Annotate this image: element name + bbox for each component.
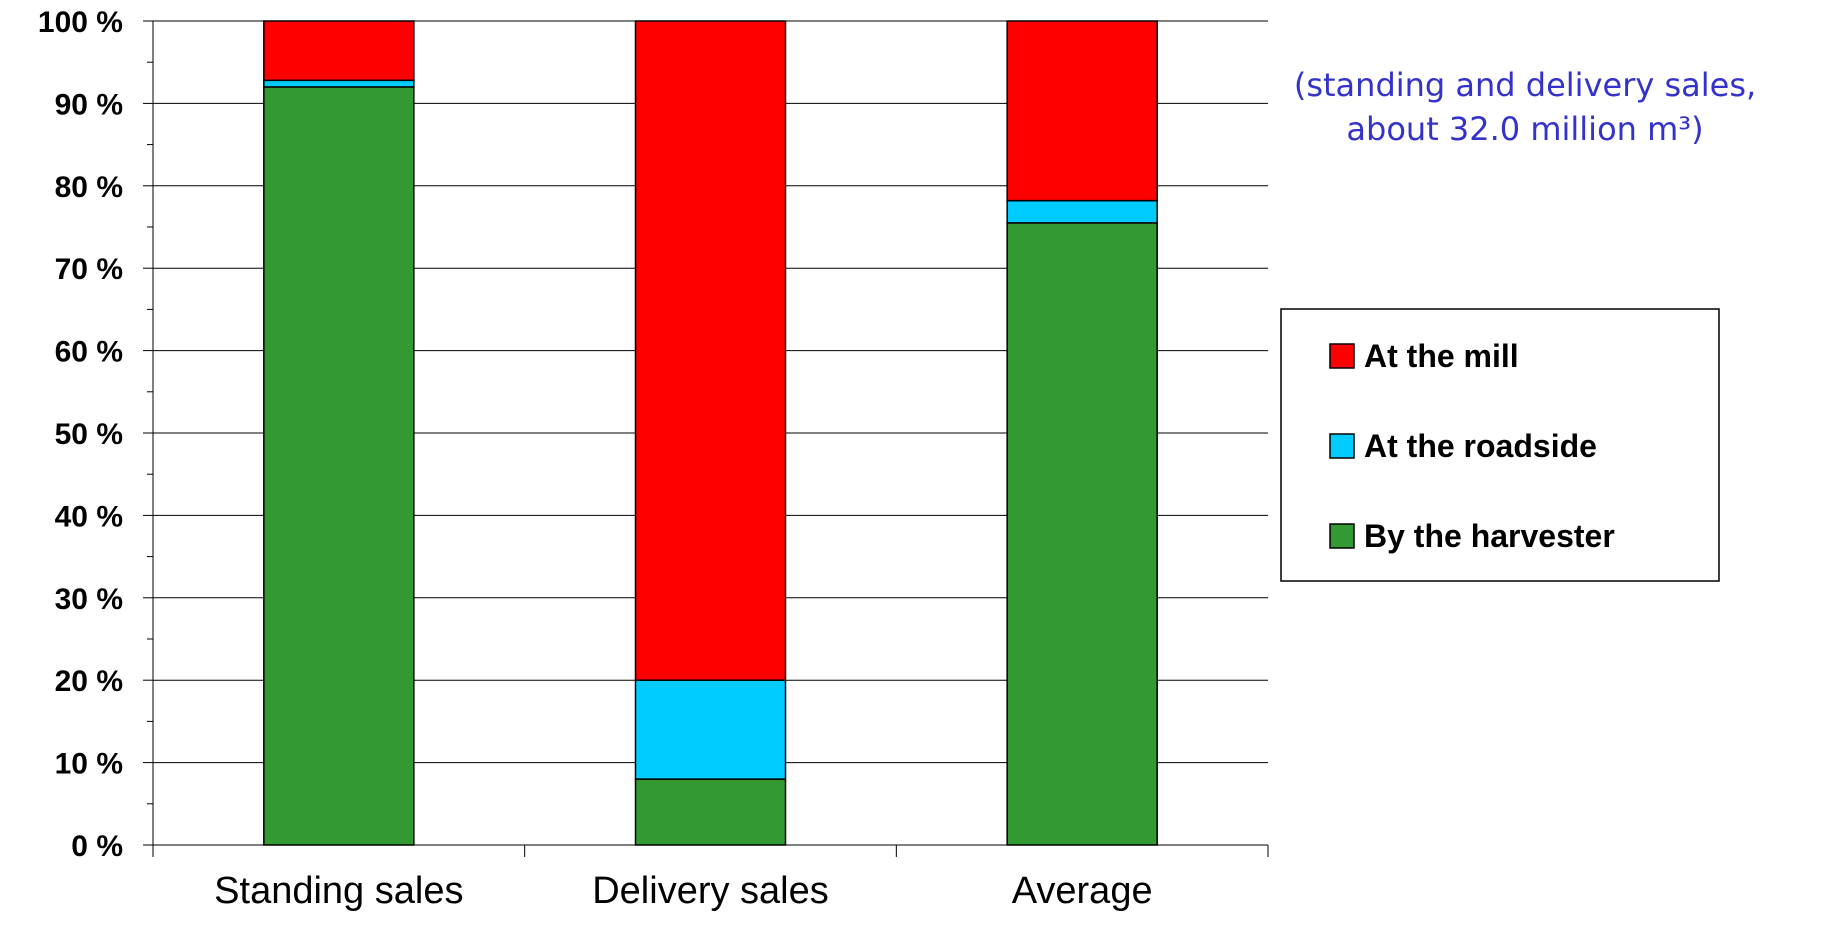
bar-segment: [1006, 199, 1158, 224]
y-tick-label: 0 %: [71, 830, 123, 863]
annotation: (standing and delivery sales, about 32.0 …: [1294, 66, 1756, 148]
y-tick-label: 30 %: [55, 583, 123, 616]
category-label: Average: [1012, 870, 1153, 912]
legend: At the mill At the roadside By the harvest…: [1280, 308, 1720, 582]
legend-swatch: [1329, 433, 1355, 459]
legend-label: By the harvester: [1364, 518, 1615, 554]
category-label: Standing sales: [214, 870, 463, 912]
y-tick-label: 100 %: [38, 6, 123, 39]
annotation-text: about 32.0 million m³): [1346, 110, 1703, 148]
bar-segment: [263, 20, 415, 82]
axes: [143, 20, 1269, 857]
legend-swatch: [1329, 343, 1355, 369]
bar-segment: [1006, 222, 1158, 846]
y-tick-label: 40 %: [55, 500, 123, 533]
legend-swatch: [1329, 523, 1355, 549]
bar-segment: [1006, 20, 1158, 202]
legend-label: At the roadside: [1364, 428, 1597, 464]
y-tick-label: 50 %: [55, 418, 123, 451]
y-tick-labels: 0 % 10 % 20 % 30 % 40 % 50 % 60 % 70 % 80 % 90 % 1…: [38, 6, 123, 863]
y-tick-label: 80 %: [55, 171, 123, 204]
bars: [263, 20, 1158, 846]
y-tick-label: 20 %: [55, 665, 123, 698]
category-label: Delivery sales: [592, 870, 829, 912]
y-tick-label: 90 %: [55, 88, 123, 121]
annotation-text: (standing and delivery sales,: [1294, 66, 1756, 104]
bar-segment: [263, 86, 415, 846]
bar-segment: [634, 20, 787, 681]
y-tick-label: 10 %: [55, 748, 123, 781]
y-tick-label: 70 %: [55, 253, 123, 286]
bar-segment: [634, 778, 787, 846]
legend-label: At the mill: [1364, 338, 1519, 374]
bar-segment: [634, 679, 787, 780]
y-tick-label: 60 %: [55, 336, 123, 369]
bar-segment: [263, 79, 415, 88]
category-labels: Standing sales Delivery sales Average: [214, 870, 1152, 912]
